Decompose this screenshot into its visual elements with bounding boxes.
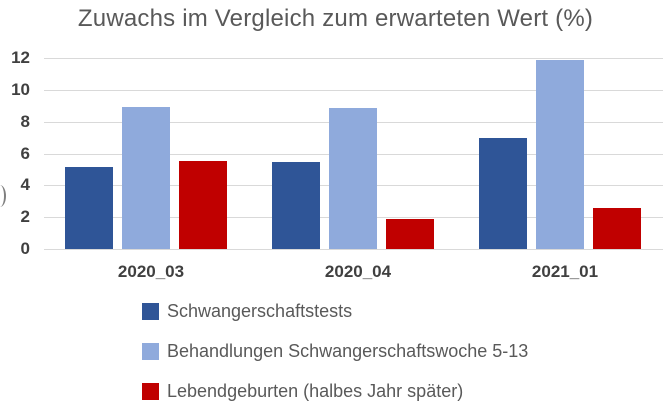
legend-swatch-icon (142, 382, 159, 400)
bar-2020_03-series2 (179, 160, 227, 249)
legend-swatch-icon (142, 302, 159, 320)
x-axis-category-label: 2020_03 (117, 262, 185, 281)
bar-2020_04-series1 (329, 108, 377, 249)
y-axis-tick-label: 12 (11, 48, 30, 67)
bar-2020_04-series2 (386, 218, 434, 249)
y-axis-tick-label: 0 (20, 239, 30, 258)
bar-2020_04-series0 (272, 162, 320, 249)
gridline (44, 249, 663, 250)
y-axis-tick-label: 8 (20, 111, 30, 131)
x-axis-category-label: 2020_04 (324, 262, 392, 281)
legend-item-lebendgeburten: Lebendgeburten (halbes Jahr später) (142, 380, 528, 402)
legend-label: Behandlungen Schwangerschaftswoche 5-13 (167, 340, 529, 361)
gridline (44, 58, 663, 59)
x-axis-category-label: 2021_01 (531, 262, 599, 281)
legend-item-schwangerschaftstests: Schwangerschaftstests (142, 300, 528, 322)
gridline (44, 89, 663, 91)
legend-label: Lebendgeburten (halbes Jahr später) (167, 380, 464, 401)
y-axis-tick-label: 4 (20, 175, 30, 195)
bar-2020_03-series0 (65, 167, 113, 249)
legend-item-behandlungen: Behandlungen Schwangerschaftswoche 5-13 (142, 340, 528, 362)
bar-2021_01-series0 (479, 137, 527, 249)
legend-label: Schwangerschaftstests (167, 300, 353, 321)
legend: Schwangerschaftstests Behandlungen Schwa… (142, 300, 528, 414)
y-axis-tick-label: 2 (20, 207, 30, 227)
y-axis-title-cutoff (0, 185, 6, 207)
bar-2021_01-series1 (536, 60, 584, 249)
legend-swatch-icon (142, 342, 159, 360)
bar-2020_03-series1 (122, 106, 170, 249)
y-axis-tick-label: 6 (20, 143, 30, 163)
chart-title: Zuwachs im Vergleich zum erwarteten Wert… (77, 5, 594, 32)
y-axis-tick-label: 10 (11, 79, 30, 99)
bar-2021_01-series2 (593, 208, 641, 249)
